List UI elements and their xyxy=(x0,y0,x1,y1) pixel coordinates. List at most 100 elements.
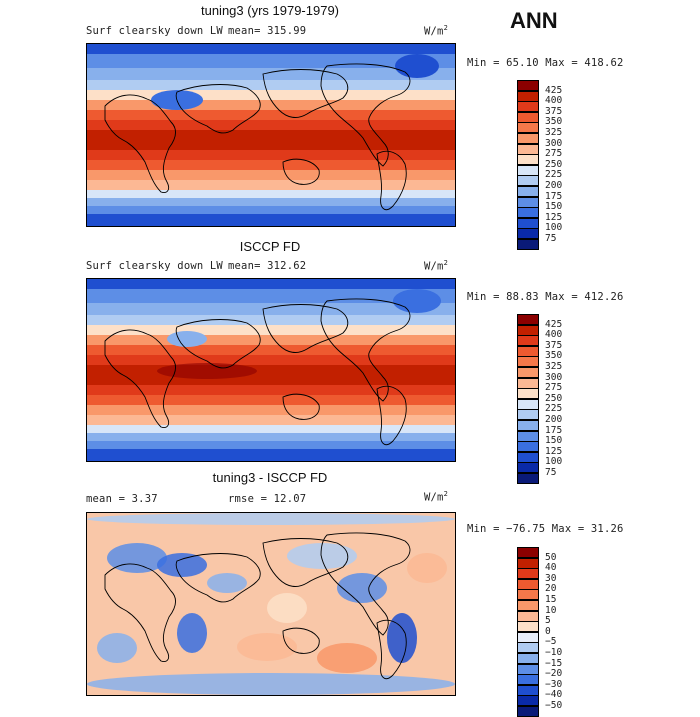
colorbar-tick-label: 50 xyxy=(545,551,557,563)
colorbar-swatch xyxy=(517,578,539,590)
colorbar-swatch xyxy=(517,462,539,474)
panel-2-map xyxy=(86,278,456,462)
colorbar-swatch xyxy=(517,621,539,633)
colorbar-tick-label: 125 xyxy=(545,211,563,223)
season-label: ANN xyxy=(510,8,558,33)
colorbar-swatch xyxy=(517,377,539,389)
colorbar-swatch xyxy=(517,133,539,144)
panel-1-map xyxy=(86,43,456,227)
colorbar-tick-label: 20 xyxy=(545,583,557,595)
colorbar-tick-label: 150 xyxy=(545,435,563,447)
colorbar-swatch xyxy=(517,653,539,664)
colorbar-swatch xyxy=(517,207,539,219)
colorbar-tick-label: −20 xyxy=(545,668,563,680)
colorbar-swatch xyxy=(517,175,539,187)
colorbar-swatch xyxy=(517,547,539,558)
colorbar-tick-label: 250 xyxy=(545,392,563,404)
colorbar-swatch xyxy=(517,186,539,197)
colorbar-tick-label: 200 xyxy=(545,180,563,191)
panel-2-unit: W/m2 xyxy=(424,259,448,273)
colorbar-swatch xyxy=(517,568,539,580)
colorbar-tick-label: 125 xyxy=(545,445,563,457)
colorbar-tick-label: 400 xyxy=(545,95,563,107)
panel-2-mean: mean= 312.62 xyxy=(228,260,307,272)
colorbar-tick-label: 350 xyxy=(545,350,563,362)
colorbar-swatch xyxy=(517,610,539,622)
colorbar-tick-label: 250 xyxy=(545,158,563,170)
panel-2-title: ISCCP FD xyxy=(239,239,301,254)
colorbar-tick-label: 175 xyxy=(545,190,563,202)
colorbar-tick-label: 300 xyxy=(545,371,563,383)
colorbar-tick-label: 0 xyxy=(545,625,551,637)
panel-3-title: tuning3 - ISCCP FD xyxy=(212,470,328,485)
colorbar-tick-label: 40 xyxy=(545,562,557,574)
panel-2-field-label: Surf clearsky down LW xyxy=(86,260,223,272)
colorbar-tick-label: 275 xyxy=(545,382,563,394)
colorbar-tick-label: 225 xyxy=(545,169,563,181)
colorbar-swatch xyxy=(517,430,539,442)
colorbar-tick-label: 175 xyxy=(545,424,563,436)
panel-1-minmax: Min = 65.10 Max = 418.62 xyxy=(467,57,624,69)
colorbar-swatch xyxy=(517,217,539,229)
colorbar-tick-label: 325 xyxy=(545,361,563,372)
colorbar-tick-label: 15 xyxy=(545,594,557,605)
colorbar-swatch xyxy=(517,356,539,368)
colorbar-swatch xyxy=(517,695,539,707)
colorbar-tick-label: 375 xyxy=(545,105,563,117)
colorbar-tick-label: 400 xyxy=(545,329,563,341)
colorbar-swatch xyxy=(517,367,539,378)
colorbar-tick-label: 300 xyxy=(545,137,563,149)
colorbar-swatch xyxy=(517,335,539,347)
panel-1-unit: W/m2 xyxy=(424,24,448,38)
panel-2-minmax: Min = 88.83 Max = 412.26 xyxy=(467,291,624,303)
colorbar-tick-label: 275 xyxy=(545,148,563,160)
colorbar-tick-label: 425 xyxy=(545,318,563,330)
colorbar-swatch xyxy=(517,441,539,453)
colorbar-swatch xyxy=(517,228,539,240)
colorbar-swatch xyxy=(517,663,539,675)
colorbar-tick-label: −15 xyxy=(545,657,563,669)
colorbar-tick-label: 100 xyxy=(545,222,563,234)
colorbar-swatch xyxy=(517,473,539,484)
colorbar-swatch xyxy=(517,90,539,102)
colorbar-swatch xyxy=(517,388,539,400)
panel-3-unit: W/m2 xyxy=(424,490,448,504)
colorbar-tick-label: −5 xyxy=(545,636,557,648)
panel-3-map xyxy=(86,512,456,696)
colorbar-swatch xyxy=(517,674,539,686)
colorbar-swatch xyxy=(517,239,539,250)
colorbar-tick-label: −10 xyxy=(545,647,563,658)
colorbar-tick-label: −40 xyxy=(545,689,563,701)
panel-1-title: tuning3 (yrs 1979-1979) xyxy=(200,3,340,18)
colorbar-swatch xyxy=(517,557,539,569)
colorbar-swatch xyxy=(517,684,539,696)
colorbar-swatch xyxy=(517,80,539,91)
colorbar-swatch xyxy=(517,600,539,611)
colorbar-tick-label: 30 xyxy=(545,572,557,584)
colorbar-tick-label: 425 xyxy=(545,84,563,96)
colorbar-tick-label: 100 xyxy=(545,456,563,468)
colorbar-tick-label: 375 xyxy=(545,339,563,351)
colorbar-tick-label: −30 xyxy=(545,678,563,690)
colorbar-swatch xyxy=(517,420,539,431)
colorbar-swatch xyxy=(517,196,539,208)
colorbar-tick-label: 325 xyxy=(545,127,563,138)
colorbar-tick-label: 150 xyxy=(545,201,563,213)
colorbar-swatch xyxy=(517,589,539,601)
colorbar-tick-label: 350 xyxy=(545,116,563,128)
colorbar-swatch xyxy=(517,345,539,357)
colorbar-swatch xyxy=(517,409,539,421)
colorbar-swatch xyxy=(517,122,539,134)
panel-1-field-label: Surf clearsky down LW xyxy=(86,25,223,37)
colorbar-swatch xyxy=(517,154,539,166)
colorbar-tick-label: 10 xyxy=(545,604,557,616)
colorbar-tick-label: −50 xyxy=(545,700,563,711)
colorbar-swatch xyxy=(517,101,539,113)
colorbar-tick-label: 75 xyxy=(545,233,557,244)
colorbar-swatch xyxy=(517,398,539,410)
colorbar-swatch xyxy=(517,706,539,717)
colorbar-tick-label: 75 xyxy=(545,467,557,478)
colorbar-tick-label: 200 xyxy=(545,414,563,425)
panel-3-minmax: Min = −76.75 Max = 31.26 xyxy=(467,523,624,535)
colorbar-tick-label: 225 xyxy=(545,403,563,415)
